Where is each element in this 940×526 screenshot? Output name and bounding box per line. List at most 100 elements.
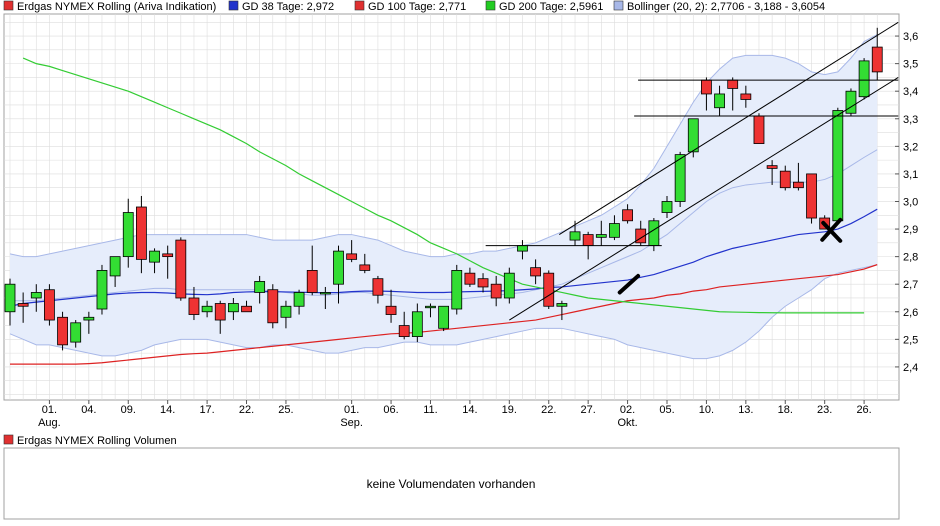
candle xyxy=(162,245,174,279)
candle xyxy=(714,85,725,117)
x-tick-label: 09. xyxy=(121,404,136,416)
candle xyxy=(451,264,463,315)
candle-body xyxy=(280,305,292,318)
candle xyxy=(477,273,489,293)
x-tick-label: 26. xyxy=(856,404,871,416)
candle xyxy=(503,267,515,304)
candle-body xyxy=(464,272,476,285)
candle-body xyxy=(832,110,844,222)
x-tick-label: 17. xyxy=(199,404,214,416)
candle-body xyxy=(149,250,160,263)
volume-panel xyxy=(3,447,900,520)
candle xyxy=(333,245,344,304)
x-month-label: Okt. xyxy=(617,417,637,429)
candle-body xyxy=(635,228,647,244)
candle-body xyxy=(543,272,555,307)
candle-body xyxy=(227,303,239,313)
candle-body xyxy=(201,305,213,313)
candle-body xyxy=(175,239,187,299)
candle xyxy=(543,270,555,310)
bollinger-upper-line xyxy=(9,34,878,258)
ma38-line xyxy=(9,208,878,307)
legend-label: GD 200 Tage: 2,5961 xyxy=(499,1,603,13)
y-tick-label: 2,7 xyxy=(903,279,918,291)
x-tick-label: 10. xyxy=(699,404,714,416)
candle xyxy=(464,267,476,287)
candle xyxy=(175,237,187,301)
candle-body xyxy=(30,292,42,299)
candle-body xyxy=(70,322,82,343)
volume-legend-label: Erdgas NYMEX Rolling Volumen xyxy=(17,435,177,447)
candle-body xyxy=(674,154,686,202)
trendline xyxy=(509,76,899,321)
y-tick-label: 2,6 xyxy=(903,307,918,319)
candle xyxy=(372,275,384,304)
y-tick-label: 3,0 xyxy=(903,196,918,208)
candle xyxy=(359,253,371,274)
candle xyxy=(280,300,292,329)
candle-body xyxy=(451,270,463,310)
candle-body xyxy=(858,60,870,98)
candle-body xyxy=(122,212,134,258)
legend-label: Erdgas NYMEX Rolling (Ariva Indikation) xyxy=(17,1,216,13)
y-tick-label: 3,4 xyxy=(903,86,918,98)
candle xyxy=(609,215,620,241)
candle xyxy=(70,320,82,348)
candle-body xyxy=(398,325,410,337)
legend-swatch xyxy=(613,0,624,11)
volume-legend-swatch xyxy=(3,434,14,445)
candle-body xyxy=(109,256,121,277)
bollinger-fill xyxy=(10,34,878,359)
x-tick-label: 05. xyxy=(659,404,674,416)
candle-body xyxy=(687,118,699,153)
candle-body xyxy=(477,278,489,288)
candle-body xyxy=(96,270,108,310)
candle-body xyxy=(162,253,174,258)
candle xyxy=(149,248,160,274)
candle-body xyxy=(438,305,450,329)
x-tick-label: 25. xyxy=(278,404,293,416)
candle xyxy=(109,256,121,287)
legend: Erdgas NYMEX Rolling (Ariva Indikation) G… xyxy=(3,0,825,13)
y-tick-label: 3,2 xyxy=(903,141,918,153)
candle-body xyxy=(556,303,568,307)
candle xyxy=(346,240,358,263)
candle-body xyxy=(411,311,423,337)
candle xyxy=(57,311,68,351)
bollinger-middle-line xyxy=(10,149,878,302)
candle-body xyxy=(135,206,147,260)
candle xyxy=(595,220,607,246)
candle-body xyxy=(267,289,279,324)
y-tick-label: 2,9 xyxy=(903,224,918,236)
candle-body xyxy=(517,245,528,252)
candle-body xyxy=(753,115,765,144)
candle-body xyxy=(871,46,883,73)
legend-swatch xyxy=(3,0,14,11)
candle xyxy=(241,300,252,313)
candle-body xyxy=(595,234,607,238)
candle-body xyxy=(83,316,95,321)
cross-annotation xyxy=(820,217,843,243)
candle-body xyxy=(793,181,804,189)
y-tick-label: 3,1 xyxy=(903,169,918,181)
candle-body xyxy=(622,209,633,222)
candle-body xyxy=(4,283,16,313)
candle-body xyxy=(701,79,712,95)
candle xyxy=(793,162,804,191)
candle xyxy=(398,311,410,340)
drawn-annotations xyxy=(485,21,899,321)
candle-body xyxy=(661,201,673,213)
x-tick-label: 14. xyxy=(462,404,477,416)
candle-body xyxy=(57,316,68,346)
y-axis: 2,4 2,5 2,6 2,7 2,8 2,9 3,0 3,1 3,2 3,3 3,4 3,5 3,6 xyxy=(895,31,918,374)
x-tick-label: 22. xyxy=(239,404,254,416)
x-tick-label: 02. xyxy=(620,404,635,416)
candle xyxy=(17,292,29,323)
candle xyxy=(122,198,134,268)
candle-body xyxy=(293,292,305,307)
candle xyxy=(267,284,279,329)
candle xyxy=(411,303,423,343)
x-tick-label: 27. xyxy=(581,404,596,416)
candle-body xyxy=(17,303,29,307)
legend-swatch xyxy=(485,0,496,11)
